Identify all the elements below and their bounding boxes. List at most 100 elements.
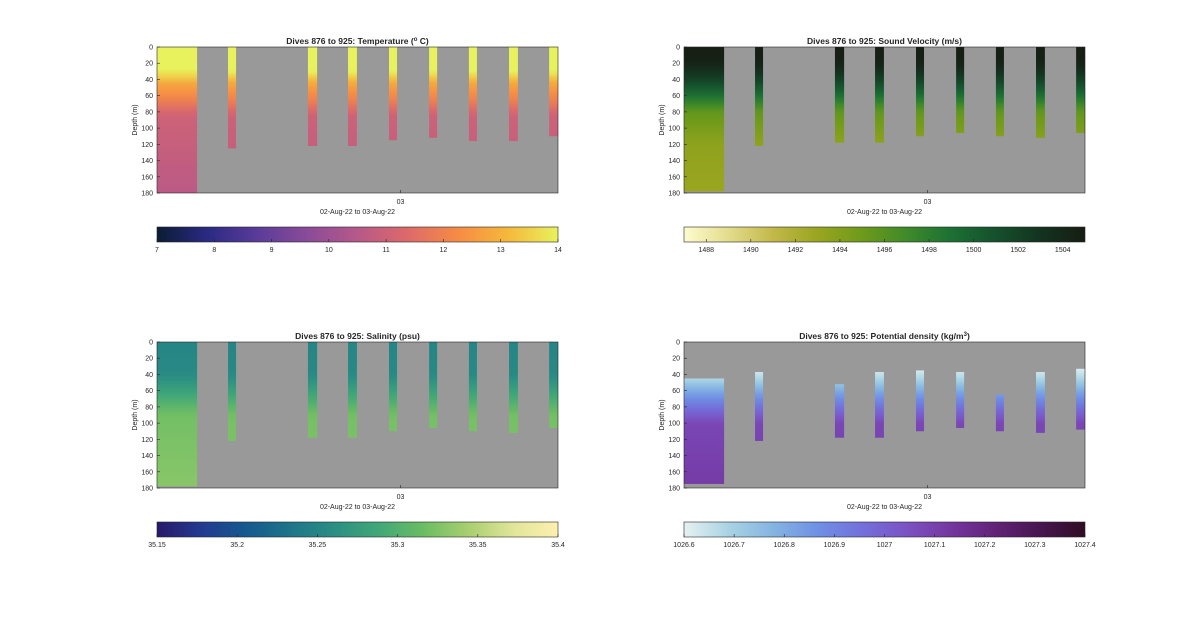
dive-profile bbox=[1076, 368, 1085, 430]
y-tick-label: 100 bbox=[668, 126, 680, 133]
colorbar-tick-label: 35.35 bbox=[469, 542, 487, 549]
colorbar-tick-label: 35.4 bbox=[551, 542, 565, 549]
colorbar bbox=[156, 226, 559, 243]
colorbar-tick-label: 1488 bbox=[698, 247, 714, 254]
dive-profile bbox=[1076, 47, 1085, 133]
colorbar-tick-label: 8 bbox=[212, 247, 216, 254]
y-tick-label: 120 bbox=[668, 437, 680, 444]
y-tick-label: 40 bbox=[145, 372, 153, 379]
colorbar-tick-label: 1027.4 bbox=[1074, 542, 1096, 549]
chart-title: Dives 876 to 925: Sound Velocity (m/s) bbox=[807, 36, 962, 46]
colorbar-tick-label: 1027.2 bbox=[974, 542, 996, 549]
axes-box bbox=[156, 341, 559, 489]
colorbar-tick-label: 9 bbox=[270, 247, 274, 254]
plot-area bbox=[684, 47, 1085, 193]
colorbar-tick-label: 1504 bbox=[1055, 247, 1071, 254]
x-axis-label: 02-Aug-22 to 03-Aug-22 bbox=[847, 209, 922, 216]
title-suffix: ) bbox=[967, 331, 970, 341]
y-tick-label: 180 bbox=[668, 191, 680, 198]
dive-profile bbox=[755, 372, 764, 441]
axes-box bbox=[683, 341, 1086, 489]
colorbar-tick-label: 1027.3 bbox=[1024, 542, 1046, 549]
chart-title: Dives 876 to 925: Salinity (psu) bbox=[295, 331, 420, 341]
y-tick-label: 60 bbox=[145, 388, 153, 395]
x-axis-label: 02-Aug-22 to 03-Aug-22 bbox=[320, 209, 395, 216]
colorbar-tick-label: 1494 bbox=[832, 247, 848, 254]
y-tick-label: 100 bbox=[141, 126, 153, 133]
y-tick-label: 80 bbox=[145, 109, 153, 116]
y-tick-label: 0 bbox=[149, 340, 153, 347]
dive-profile bbox=[834, 47, 845, 143]
dive-profile bbox=[875, 47, 884, 143]
dive-profile bbox=[509, 342, 518, 433]
title-superscript: 3 bbox=[964, 332, 968, 338]
y-tick-label: 40 bbox=[672, 77, 680, 84]
x-axis-label: 02-Aug-22 to 03-Aug-22 bbox=[847, 504, 922, 511]
colorbar-tick-label: 11 bbox=[383, 247, 390, 254]
colorbar-tick-label: 35.15 bbox=[148, 542, 166, 549]
y-tick-label: 140 bbox=[141, 158, 153, 165]
y-tick-label: 0 bbox=[676, 340, 680, 347]
y-tick-label: 160 bbox=[141, 469, 153, 476]
x-tick-label: 03 bbox=[924, 494, 932, 501]
colorbar-tick-label: 1027.1 bbox=[924, 542, 946, 549]
y-tick-label: 180 bbox=[668, 486, 680, 493]
dive-profile bbox=[157, 342, 198, 487]
y-tick-label: 160 bbox=[668, 469, 680, 476]
y-tick-label: 80 bbox=[672, 109, 680, 116]
plot-area bbox=[157, 342, 558, 488]
x-tick-label: 03 bbox=[397, 199, 405, 206]
colorbar bbox=[156, 521, 559, 538]
colorbar-tick-label: 1026.9 bbox=[824, 542, 846, 549]
title-text: Dives 876 to 925: Potential density (kg/… bbox=[799, 331, 964, 341]
axes-box bbox=[683, 46, 1086, 194]
dive-profile bbox=[834, 384, 845, 438]
x-tick-label: 03 bbox=[397, 494, 405, 501]
y-tick-label: 40 bbox=[672, 372, 680, 379]
y-tick-label: 100 bbox=[668, 421, 680, 428]
y-axis-label: Depth (m) bbox=[132, 104, 139, 135]
colorbar-tick-label: 13 bbox=[497, 247, 505, 254]
colorbar-tick-label: 1492 bbox=[788, 247, 804, 254]
dive-profile bbox=[684, 378, 725, 484]
colorbar-tick-label: 1502 bbox=[1010, 247, 1026, 254]
y-tick-label: 140 bbox=[668, 453, 680, 460]
title-text: Dives 876 to 925: Salinity (psu) bbox=[295, 331, 420, 341]
dive-profile bbox=[1036, 47, 1045, 138]
dive-profile bbox=[468, 47, 477, 142]
chart-title: Dives 876 to 925: Potential density (kg/… bbox=[799, 331, 970, 341]
x-tick-label: 03 bbox=[924, 199, 932, 206]
dive-profile bbox=[755, 47, 764, 146]
dive-profile bbox=[468, 342, 477, 432]
colorbar-tick-label: 10 bbox=[325, 247, 333, 254]
dive-profile bbox=[228, 342, 237, 441]
y-tick-label: 180 bbox=[141, 486, 153, 493]
colorbar-tick-label: 12 bbox=[440, 247, 448, 254]
y-tick-label: 40 bbox=[145, 77, 153, 84]
colorbar-tick-label: 35.3 bbox=[391, 542, 405, 549]
colorbar-tick-label: 1026.6 bbox=[673, 542, 695, 549]
dive-profile bbox=[995, 394, 1004, 432]
dive-profile bbox=[509, 47, 518, 142]
y-tick-label: 160 bbox=[668, 174, 680, 181]
y-tick-label: 80 bbox=[145, 404, 153, 411]
y-tick-label: 20 bbox=[672, 356, 680, 363]
y-tick-label: 140 bbox=[141, 453, 153, 460]
dive-profile bbox=[429, 342, 438, 428]
colorbar-tick-label: 35.2 bbox=[230, 542, 244, 549]
colorbar-tick-label: 1498 bbox=[921, 247, 937, 254]
colorbar-tick-label: 1500 bbox=[966, 247, 982, 254]
plot-area bbox=[157, 47, 558, 193]
colorbar-tick-label: 1027 bbox=[877, 542, 893, 549]
chart-title: Dives 876 to 925: Temperature (o C) bbox=[286, 36, 429, 46]
y-axis-label: Depth (m) bbox=[659, 104, 666, 135]
y-tick-label: 60 bbox=[672, 93, 680, 100]
y-tick-label: 20 bbox=[145, 356, 153, 363]
y-tick-label: 20 bbox=[672, 61, 680, 68]
colorbar-tick-label: 14 bbox=[554, 247, 562, 254]
dive-profile bbox=[157, 47, 198, 193]
